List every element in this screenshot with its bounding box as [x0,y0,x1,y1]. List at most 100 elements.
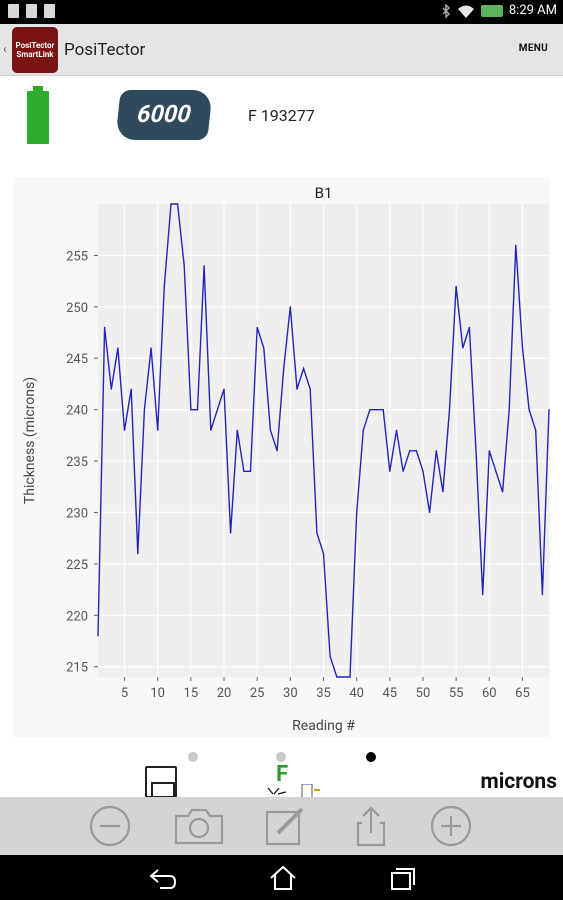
clock: 8:29 AM [508,3,557,18]
data-point [342,676,344,678]
y-tick-label: 230 [66,506,88,521]
data-point [223,388,225,390]
home-icon[interactable] [268,864,298,892]
data-point [382,409,384,411]
data-point [475,450,477,452]
data-point [528,409,530,411]
data-point [501,491,504,493]
data-point [303,367,305,370]
data-point [203,265,205,267]
data-point [429,511,431,514]
minus-button[interactable] [89,805,131,847]
data-point [322,553,325,555]
notification-icon [8,4,19,18]
data-point [236,429,238,431]
serial-number: F 193277 [248,106,315,125]
camera-button[interactable] [173,805,225,847]
data-point [329,655,331,658]
app-logo[interactable]: PosiTector SmartLink [12,27,58,73]
data-point [130,388,132,390]
probe-mode-indicator[interactable]: F [266,762,326,798]
probe-icon [267,784,320,798]
data-point [263,347,265,349]
data-point [442,491,444,493]
edit-button[interactable] [264,805,306,847]
data-point [243,470,245,472]
system-nav-bar [0,855,563,900]
x-tick-label: 15 [184,686,199,701]
data-point [123,429,126,431]
recent-apps-icon[interactable] [388,864,418,892]
data-point [395,429,398,431]
y-tick-label: 220 [66,609,88,624]
data-point [488,450,490,452]
data-point [548,409,550,411]
data-point [249,470,252,472]
data-point [535,429,537,431]
page-dot-active[interactable] [366,752,376,762]
data-point [117,347,119,349]
data-point [521,347,524,349]
data-point [150,347,152,349]
back-icon[interactable] [148,864,178,892]
page-indicator [0,752,563,766]
data-point [289,306,291,308]
back-caret-icon[interactable]: ‹ [3,42,7,56]
page-dot[interactable] [188,752,198,762]
data-point [256,326,258,328]
model-badge: 6000 [115,90,213,140]
chart-svg: 215 220 225 230 235 240 245 250 255 5 10 15 20 25 30 35… [13,177,550,737]
bluetooth-icon [442,3,450,18]
menu-button[interactable]: MENU [518,43,548,54]
x-tick-label: 50 [416,686,431,701]
data-point [515,244,517,246]
x-axis-label: Reading # [292,718,355,734]
data-point [495,470,497,472]
x-tick-label: 65 [515,686,530,701]
data-point [435,450,437,452]
x-tick-label: 5 [121,686,128,701]
data-point [110,388,112,390]
data-point [316,532,318,534]
y-axis-label: Thickness (microns) [22,377,38,504]
data-point [137,553,139,555]
sd-card-icon [26,4,37,18]
action-bar: ‹ PosiTector SmartLink PosiTector MENU [0,24,563,76]
data-point [448,409,451,411]
notification-icons [8,4,55,18]
data-point [389,470,391,472]
data-point [176,203,179,205]
y-tick-label: 255 [66,249,88,264]
notification-icon [44,4,55,18]
data-point [482,594,484,596]
data-point [97,635,99,637]
y-tick-label: 235 [66,455,88,470]
data-point [422,470,424,472]
page-dot[interactable] [276,752,286,762]
data-point [362,429,364,431]
y-tick-label: 215 [66,661,88,676]
data-point [349,676,351,678]
x-tick-label: 10 [150,686,165,701]
wifi-icon [457,5,474,18]
data-point [157,429,159,431]
x-tick-label: 45 [383,686,398,701]
ferrous-mode-label: F [276,762,289,787]
data-point [409,450,411,452]
x-tick-label: 55 [449,686,464,701]
share-button[interactable] [350,805,392,847]
data-point [276,450,278,452]
gauge-info: 6000 F 193277 [0,78,563,158]
units-label[interactable]: microns [480,770,557,794]
data-point [163,285,165,287]
data-point [104,326,106,328]
save-icon[interactable] [145,766,177,798]
y-tick-label: 225 [66,558,88,573]
chart-title: B1 [315,184,333,202]
x-tick-label: 60 [482,686,497,701]
data-point [309,388,311,390]
y-tick-label: 240 [66,404,88,419]
data-point [375,409,378,411]
data-point [143,409,146,411]
plus-button[interactable] [430,805,472,847]
